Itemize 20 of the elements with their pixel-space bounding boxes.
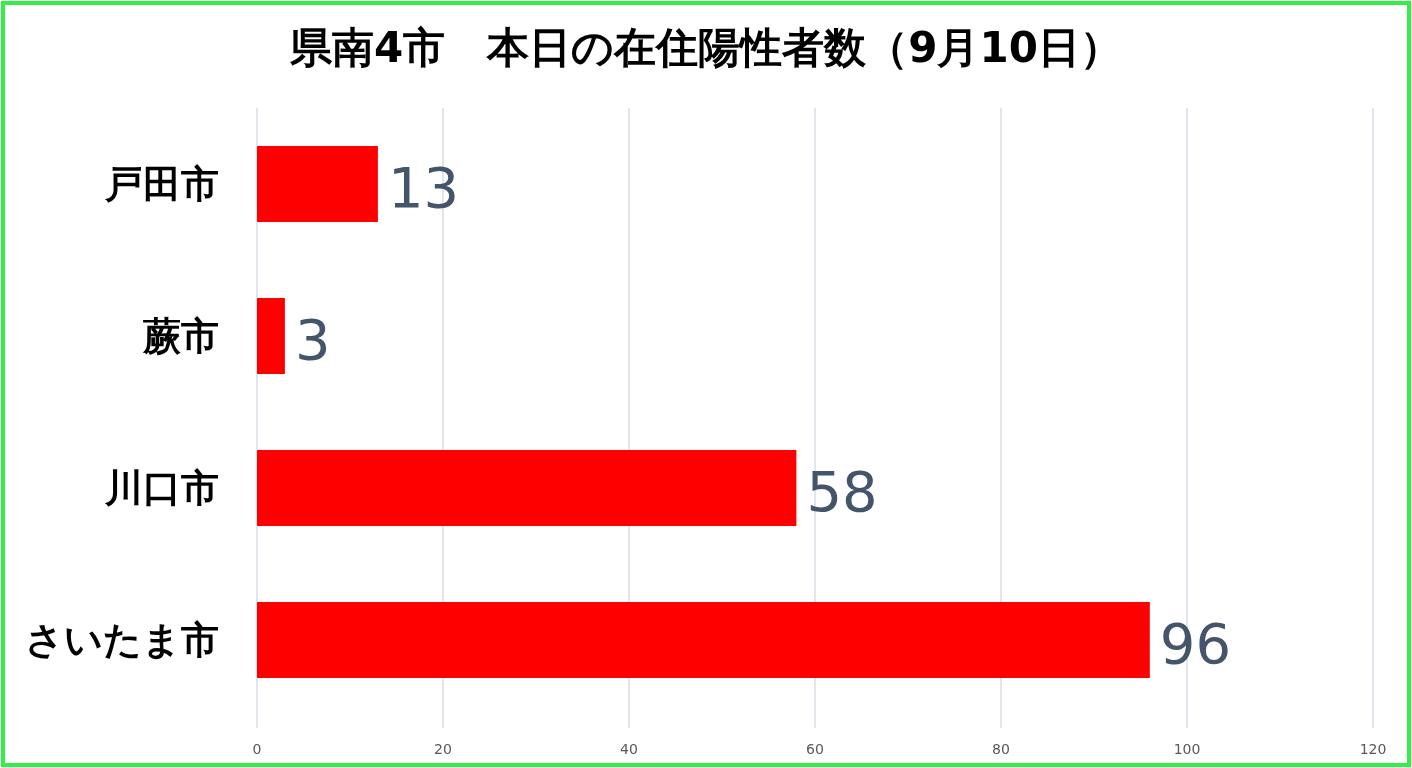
x-tick-label: 120 [1359,741,1387,757]
y-tick-label: 蕨市 [142,314,219,358]
bar [257,450,797,526]
bar [257,146,378,222]
data-label: 58 [806,458,878,524]
x-tick-label: 0 [252,741,262,757]
y-tick-label: 川口市 [104,466,219,510]
y-tick-label: さいたま市 [25,618,219,662]
x-tick-label: 20 [434,741,452,757]
x-tick-label: 40 [620,741,638,757]
x-tick-label: 80 [992,741,1010,757]
data-label: 13 [387,154,460,220]
bar [257,602,1150,678]
data-label: 96 [1159,610,1232,676]
x-tick-label: 100 [1173,741,1201,757]
chart-title: 県南4市 本日の在住陽性者数（9月10日） [289,23,1122,72]
y-tick-label: 戸田市 [104,162,219,206]
data-label: 3 [294,306,331,372]
x-tick-label: 60 [806,741,824,757]
bar [257,298,285,374]
